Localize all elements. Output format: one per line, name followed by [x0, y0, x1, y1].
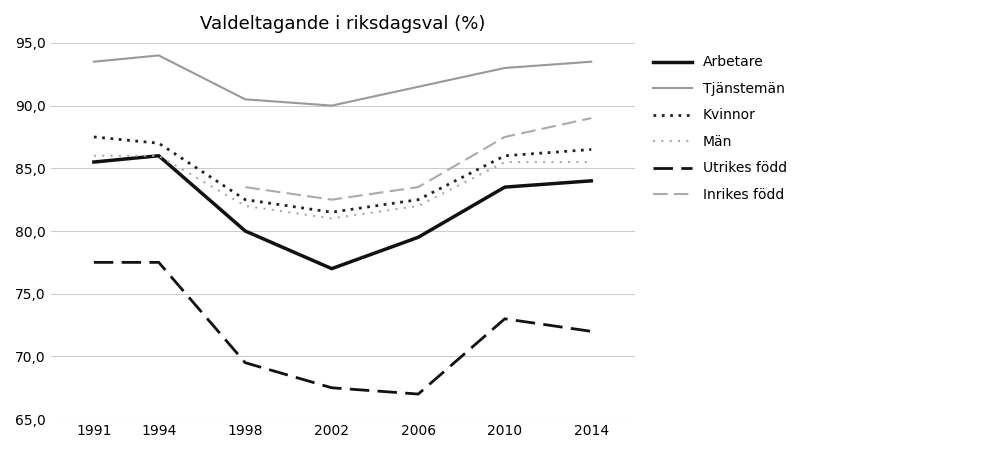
Legend: Arbetare, Tjänstemän, Kvinnor, Män, Utrikes född, Inrikes född: Arbetare, Tjänstemän, Kvinnor, Män, Utri… — [647, 50, 792, 207]
Title: Valdeltagande i riksdagsval (%): Valdeltagande i riksdagsval (%) — [200, 15, 485, 33]
